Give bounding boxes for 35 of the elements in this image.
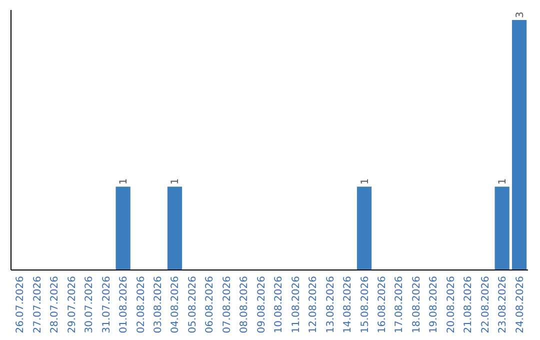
x-tick-label: 04.08.2026 [170, 276, 182, 334]
x-tick-label: 22.08.2026 [480, 276, 492, 334]
data-label: 1 [360, 178, 371, 185]
x-tick-label: 21.08.2026 [463, 276, 474, 334]
x-tick-label: 16.08.2026 [376, 276, 388, 334]
x-tick-label: 28.07.2026 [50, 276, 61, 334]
x-tick-label: 23.08.2026 [498, 276, 509, 334]
x-tick-label: 07.08.2026 [222, 276, 233, 334]
x-tick-label: 11.08.2026 [290, 276, 302, 334]
data-label: 1 [498, 178, 509, 185]
x-tick-label: 30.07.2026 [84, 276, 96, 334]
x-tick-label: 18.08.2026 [411, 276, 422, 334]
x-tick-label: 12.08.2026 [308, 276, 320, 334]
x-tick-label: 02.08.2026 [136, 276, 147, 334]
x-tick-label: 19.08.2026 [428, 276, 440, 334]
data-label: 1 [170, 178, 182, 185]
data-label: 3 [514, 12, 526, 18]
x-tick-label: 26.07.2026 [15, 276, 26, 334]
x-tick-label: 29.07.2026 [66, 276, 78, 334]
x-tick-label: 27.07.2026 [32, 276, 44, 334]
x-tick-label: 01.08.2026 [118, 276, 130, 334]
x-tick-label: 06.08.2026 [204, 276, 216, 334]
x-tick-label: 17.08.2026 [394, 276, 406, 334]
x-tick-label: 15.08.2026 [360, 276, 371, 334]
x-tick-label: 08.08.2026 [239, 276, 250, 334]
x-tick-label: 03.08.2026 [153, 276, 164, 334]
data-label: 1 [118, 178, 130, 185]
x-tick-label: 14.08.2026 [342, 276, 354, 334]
x-tick-label: 13.08.2026 [325, 276, 336, 334]
x-tick-label: 24.08.2026 [514, 276, 526, 334]
x-tick-label: 05.08.2026 [187, 276, 198, 334]
x-tick-label: 10.08.2026 [274, 276, 285, 334]
x-tick-label: 09.08.2026 [256, 276, 268, 334]
x-tick-label: 20.08.2026 [446, 276, 457, 334]
x-tick-label: 31.07.2026 [101, 276, 112, 334]
